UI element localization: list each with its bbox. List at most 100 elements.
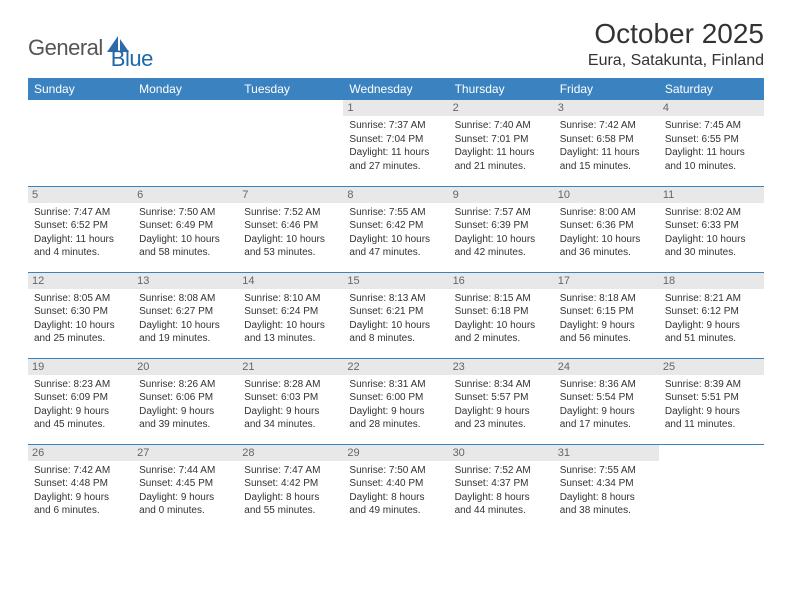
calendar-row: 26Sunrise: 7:42 AMSunset: 4:48 PMDayligh… bbox=[28, 444, 764, 530]
calendar-cell: 24 Sunrise: 8:36 AMSunset: 5:54 PMDayligh… bbox=[554, 358, 659, 444]
sunset-text: Sunset: 6:55 PM bbox=[665, 133, 758, 147]
sunrise-text: Sunrise: 7:57 AM bbox=[455, 206, 548, 220]
sunset-text: Sunset: 4:37 PM bbox=[455, 477, 548, 491]
day-details: Sunrise: 7:57 AMSunset: 6:39 PMDaylight:… bbox=[455, 206, 548, 260]
day-number: 22 bbox=[343, 359, 448, 375]
daylight-text: Daylight: 10 hours and 58 minutes. bbox=[139, 233, 232, 260]
sunrise-text: Sunrise: 8:18 AM bbox=[560, 292, 653, 306]
sunrise-text: Sunrise: 7:45 AM bbox=[665, 119, 758, 133]
day-details: Sunrise: 7:52 AMSunset: 6:46 PMDaylight:… bbox=[244, 206, 337, 260]
day-details: Sunrise: 8:02 AMSunset: 6:33 PMDaylight:… bbox=[665, 206, 758, 260]
calendar-cell: 21 Sunrise: 8:28 AMSunset: 6:03 PMDayligh… bbox=[238, 358, 343, 444]
calendar-cell: 30Sunrise: 7:52 AMSunset: 4:37 PMDayligh… bbox=[449, 444, 554, 530]
day-details: Sunrise: 8:18 AMSunset: 6:15 PMDaylight:… bbox=[560, 292, 653, 346]
day-details: Sunrise: 8:08 AMSunset: 6:27 PMDaylight:… bbox=[139, 292, 232, 346]
sunset-text: Sunset: 6:36 PM bbox=[560, 219, 653, 233]
day-number: 27 bbox=[133, 445, 238, 461]
calendar-cell: 22Sunrise: 8:31 AMSunset: 6:00 PMDayligh… bbox=[343, 358, 448, 444]
calendar-cell: 29 Sunrise: 7:50 AMSunset: 4:40 PMDayligh… bbox=[343, 444, 448, 530]
day-number: 5 bbox=[28, 187, 133, 203]
daylight-text: Daylight: 9 hours and 6 minutes. bbox=[34, 491, 127, 518]
calendar-cell: 13Sunrise: 8:08 AMSunset: 6:27 PMDayligh… bbox=[133, 272, 238, 358]
day-details: Sunrise: 8:21 AMSunset: 6:12 PMDaylight:… bbox=[665, 292, 758, 346]
sunset-text: Sunset: 5:51 PM bbox=[665, 391, 758, 405]
day-number: 18 bbox=[659, 273, 764, 289]
weekday-header: Wednesday bbox=[343, 78, 448, 100]
day-number: 29 bbox=[343, 445, 448, 461]
sunrise-text: Sunrise: 8:21 AM bbox=[665, 292, 758, 306]
sunrise-text: Sunrise: 7:37 AM bbox=[349, 119, 442, 133]
daylight-text: Daylight: 10 hours and 2 minutes. bbox=[455, 319, 548, 346]
day-details: Sunrise: 7:47 AMSunset: 4:42 PMDaylight:… bbox=[244, 464, 337, 518]
header: General Blue October 2025 Eura, Satakunt… bbox=[28, 18, 764, 72]
day-details: Sunrise: 8:13 AMSunset: 6:21 PMDaylight:… bbox=[349, 292, 442, 346]
day-number: 17 bbox=[554, 273, 659, 289]
logo-text-general: General bbox=[28, 35, 103, 61]
daylight-text: Daylight: 11 hours and 4 minutes. bbox=[34, 233, 127, 260]
sunset-text: Sunset: 6:06 PM bbox=[139, 391, 232, 405]
sunrise-text: Sunrise: 7:47 AM bbox=[244, 464, 337, 478]
daylight-text: Daylight: 10 hours and 13 minutes. bbox=[244, 319, 337, 346]
weekday-header: Monday bbox=[133, 78, 238, 100]
daylight-text: Daylight: 9 hours and 51 minutes. bbox=[665, 319, 758, 346]
sunrise-text: Sunrise: 8:08 AM bbox=[139, 292, 232, 306]
daylight-text: Daylight: 10 hours and 8 minutes. bbox=[349, 319, 442, 346]
calendar-cell: . bbox=[659, 444, 764, 530]
day-details: Sunrise: 7:40 AMSunset: 7:01 PMDaylight:… bbox=[455, 119, 548, 173]
daylight-text: Daylight: 11 hours and 21 minutes. bbox=[455, 146, 548, 173]
sunset-text: Sunset: 6:42 PM bbox=[349, 219, 442, 233]
daylight-text: Daylight: 10 hours and 36 minutes. bbox=[560, 233, 653, 260]
calendar-cell: 23Sunrise: 8:34 AMSunset: 5:57 PMDayligh… bbox=[449, 358, 554, 444]
daylight-text: Daylight: 9 hours and 39 minutes. bbox=[139, 405, 232, 432]
day-details: Sunrise: 7:42 AMSunset: 6:58 PMDaylight:… bbox=[560, 119, 653, 173]
title-block: October 2025 Eura, Satakunta, Finland bbox=[588, 18, 764, 70]
day-number: 24 bbox=[554, 359, 659, 375]
sunset-text: Sunset: 4:48 PM bbox=[34, 477, 127, 491]
day-number: 11 bbox=[659, 187, 764, 203]
calendar-cell: 3Sunrise: 7:42 AMSunset: 6:58 PMDaylight… bbox=[554, 100, 659, 186]
calendar-cell: . bbox=[238, 100, 343, 186]
calendar-cell: 17 Sunrise: 8:18 AMSunset: 6:15 PMDayligh… bbox=[554, 272, 659, 358]
sunrise-text: Sunrise: 8:02 AM bbox=[665, 206, 758, 220]
day-number: 28 bbox=[238, 445, 343, 461]
weekday-header: Tuesday bbox=[238, 78, 343, 100]
sunset-text: Sunset: 6:46 PM bbox=[244, 219, 337, 233]
day-details: Sunrise: 7:37 AMSunset: 7:04 PMDaylight:… bbox=[349, 119, 442, 173]
day-details: Sunrise: 8:36 AMSunset: 5:54 PMDaylight:… bbox=[560, 378, 653, 432]
daylight-text: Daylight: 10 hours and 19 minutes. bbox=[139, 319, 232, 346]
sunset-text: Sunset: 6:12 PM bbox=[665, 305, 758, 319]
day-number: 8 bbox=[343, 187, 448, 203]
sunrise-text: Sunrise: 8:00 AM bbox=[560, 206, 653, 220]
day-details: Sunrise: 8:39 AMSunset: 5:51 PMDaylight:… bbox=[665, 378, 758, 432]
day-number: 21 bbox=[238, 359, 343, 375]
daylight-text: Daylight: 11 hours and 10 minutes. bbox=[665, 146, 758, 173]
calendar-cell: 14Sunrise: 8:10 AMSunset: 6:24 PMDayligh… bbox=[238, 272, 343, 358]
sunrise-text: Sunrise: 8:10 AM bbox=[244, 292, 337, 306]
calendar-cell: 2Sunrise: 7:40 AMSunset: 7:01 PMDaylight… bbox=[449, 100, 554, 186]
sunrise-text: Sunrise: 7:50 AM bbox=[349, 464, 442, 478]
sunset-text: Sunset: 6:58 PM bbox=[560, 133, 653, 147]
day-number: 12 bbox=[28, 273, 133, 289]
daylight-text: Daylight: 9 hours and 34 minutes. bbox=[244, 405, 337, 432]
calendar-body: ...1Sunrise: 7:37 AMSunset: 7:04 PMDayli… bbox=[28, 100, 764, 530]
calendar-row: ...1Sunrise: 7:37 AMSunset: 7:04 PMDayli… bbox=[28, 100, 764, 186]
sunrise-text: Sunrise: 7:47 AM bbox=[34, 206, 127, 220]
day-details: Sunrise: 8:00 AMSunset: 6:36 PMDaylight:… bbox=[560, 206, 653, 260]
day-details: Sunrise: 7:50 AMSunset: 4:40 PMDaylight:… bbox=[349, 464, 442, 518]
day-number: 6 bbox=[133, 187, 238, 203]
day-details: Sunrise: 7:47 AMSunset: 6:52 PMDaylight:… bbox=[34, 206, 127, 260]
daylight-text: Daylight: 8 hours and 55 minutes. bbox=[244, 491, 337, 518]
day-details: Sunrise: 7:52 AMSunset: 4:37 PMDaylight:… bbox=[455, 464, 548, 518]
sunrise-text: Sunrise: 8:34 AM bbox=[455, 378, 548, 392]
weekday-header: Sunday bbox=[28, 78, 133, 100]
sunrise-text: Sunrise: 8:15 AM bbox=[455, 292, 548, 306]
weekday-header: Thursday bbox=[449, 78, 554, 100]
day-details: Sunrise: 8:28 AMSunset: 6:03 PMDaylight:… bbox=[244, 378, 337, 432]
day-number: 1 bbox=[343, 100, 448, 116]
day-number: 26 bbox=[28, 445, 133, 461]
logo: General Blue bbox=[28, 24, 153, 72]
sunrise-text: Sunrise: 7:55 AM bbox=[349, 206, 442, 220]
calendar-cell: 18 Sunrise: 8:21 AMSunset: 6:12 PMDayligh… bbox=[659, 272, 764, 358]
logo-text-blue: Blue bbox=[111, 46, 153, 72]
day-number: 20 bbox=[133, 359, 238, 375]
